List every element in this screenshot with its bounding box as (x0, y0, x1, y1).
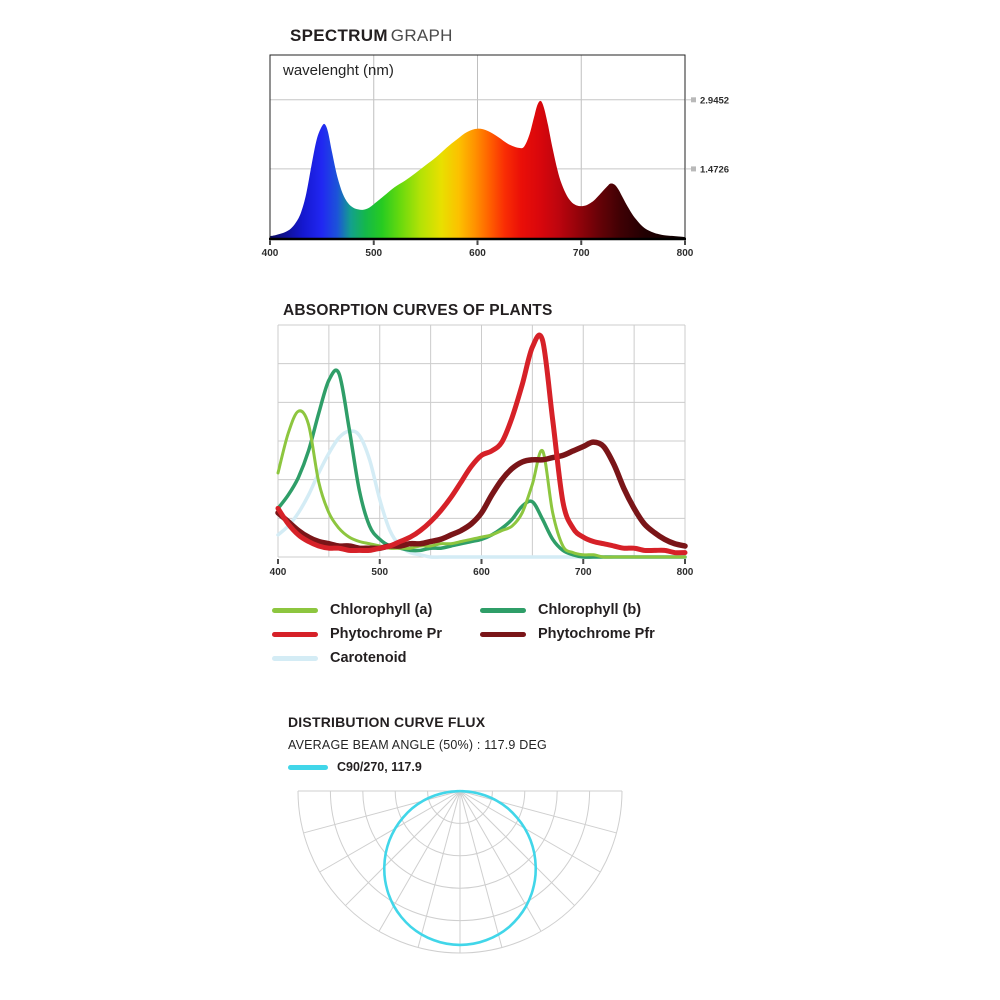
legend-swatch (272, 607, 318, 613)
absorption-chart: 400 500 600 700 800 (270, 324, 694, 578)
legend-item-chlorophyll-b: Chlorophyll (b) (480, 601, 641, 619)
x-tick-label: 600 (469, 248, 486, 259)
y-tick-marker (691, 97, 696, 103)
polar-spoke (303, 790, 461, 834)
series-phytochrome-pfr (275, 439, 688, 552)
series-phytochrome-pr (275, 332, 688, 556)
beam-distribution-curve (382, 789, 538, 947)
legend-label: Chlorophyll (b) (538, 602, 642, 618)
x-tick-label: 700 (575, 567, 592, 578)
spectrum-title-bold: SPECTRUM (290, 26, 388, 45)
absorption-section-title: ABSORPTION CURVES OF PLANTS (283, 302, 553, 319)
x-tick-label: 400 (262, 248, 279, 259)
legend-label: Phytochrome Pr (330, 626, 442, 642)
x-tick-label: 500 (371, 567, 388, 578)
polar-spoke (459, 790, 617, 834)
y-tick-marker (691, 166, 696, 172)
legend-swatch (272, 655, 318, 661)
distribution-subtitle: AVERAGE BEAM ANGLE (50%) : 117.9 DEG (288, 738, 547, 752)
y-tick-label: 2.9452 (700, 95, 729, 106)
spectrum-axis-caption: wavelenght (nm) (283, 62, 394, 79)
polar-spoke (345, 790, 461, 906)
x-tick-label: 800 (677, 567, 694, 578)
legend-label: Carotenoid (330, 650, 407, 666)
spectrum-title-light: GRAPH (390, 26, 453, 45)
polar-spoke (319, 790, 461, 873)
distribution-legend-swatch (288, 764, 328, 770)
legend-label: Phytochrome Pfr (538, 626, 655, 642)
polar-spoke (417, 790, 461, 948)
legend-item-phytochrome-pfr: Phytochrome Pfr (480, 625, 655, 643)
polar-spoke (459, 790, 575, 906)
x-tick-label: 700 (573, 248, 590, 259)
polar-spoke (378, 790, 461, 932)
legend-item-chlorophyll-a: Chlorophyll (a) (272, 601, 432, 619)
legend-item-carotenoid: Carotenoid (272, 649, 407, 667)
legend-label: Chlorophyll (a) (330, 602, 433, 618)
plot-border (269, 54, 686, 238)
y-tick-label: 1.4726 (700, 164, 729, 175)
spectrum-chart: 2.9452 1.4726 400 500 600 700 800 (262, 54, 729, 259)
polar-spoke (459, 790, 601, 873)
spectrum-area (270, 100, 685, 238)
x-tick-label: 400 (270, 567, 287, 578)
legend-swatch (272, 631, 318, 637)
legend-swatch (480, 631, 526, 637)
series-chlorophyll-a- (276, 409, 687, 559)
distribution-legend-label: C90/270, 117.9 (337, 760, 422, 774)
x-tick-label: 600 (473, 567, 490, 578)
distribution-legend: C90/270, 117.9 (288, 760, 422, 774)
x-tick-label: 500 (365, 248, 382, 259)
distribution-section-title: DISTRIBUTION CURVE FLUX (288, 714, 486, 730)
x-tick-label: 800 (677, 248, 694, 259)
distribution-polar-chart (297, 789, 623, 954)
legend-swatch (480, 607, 526, 613)
polar-spoke (459, 790, 503, 948)
legend-item-phytochrome-pr: Phytochrome Pr (272, 625, 442, 643)
polar-spoke (459, 790, 542, 932)
spectrum-section-title: SPECTRUM GRAPH (290, 26, 453, 46)
